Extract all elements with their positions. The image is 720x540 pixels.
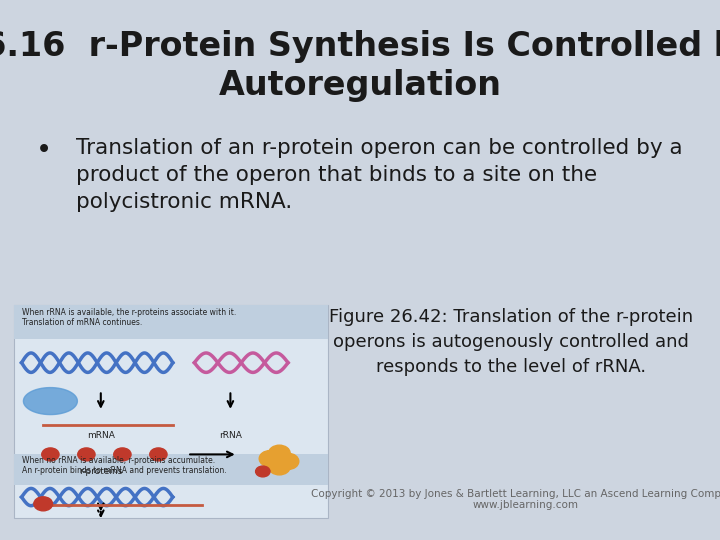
Circle shape: [150, 448, 167, 461]
Circle shape: [42, 448, 59, 461]
Circle shape: [114, 448, 131, 461]
Text: Figure 26.42: Translation of the r-protein
operons is autogenously controlled an: Figure 26.42: Translation of the r-prote…: [329, 308, 693, 376]
Text: r-proteins: r-proteins: [79, 467, 122, 476]
Bar: [14, 305, 328, 339]
Text: When rRNA is available, the r-proteins associate with it.
Translation of mRNA co: When rRNA is available, the r-proteins a…: [22, 308, 236, 327]
Circle shape: [269, 458, 290, 475]
Text: mRNA: mRNA: [87, 431, 114, 440]
Circle shape: [277, 453, 299, 469]
Text: Translation of an r-protein operon can be controlled by a
product of the operon : Translation of an r-protein operon can b…: [76, 138, 683, 212]
Circle shape: [269, 445, 290, 461]
Bar: [14, 305, 328, 518]
Circle shape: [256, 466, 270, 477]
Circle shape: [34, 497, 53, 511]
Text: 26.16  r-Protein Synthesis Is Controlled by
Autoregulation: 26.16 r-Protein Synthesis Is Controlled …: [0, 30, 720, 102]
Polygon shape: [24, 388, 78, 415]
Bar: [14, 454, 328, 485]
Circle shape: [259, 450, 281, 467]
Text: Copyright © 2013 by Jones & Bartlett Learning, LLC an Ascend Learning Company
ww: Copyright © 2013 by Jones & Bartlett Lea…: [311, 489, 720, 510]
Text: •: •: [36, 138, 52, 164]
Text: rRNA: rRNA: [219, 431, 242, 440]
Circle shape: [78, 448, 95, 461]
Text: When no rRNA is available, r-proteins accumulate.
An r-protein binds to mRNA and: When no rRNA is available, r-proteins ac…: [22, 456, 226, 475]
